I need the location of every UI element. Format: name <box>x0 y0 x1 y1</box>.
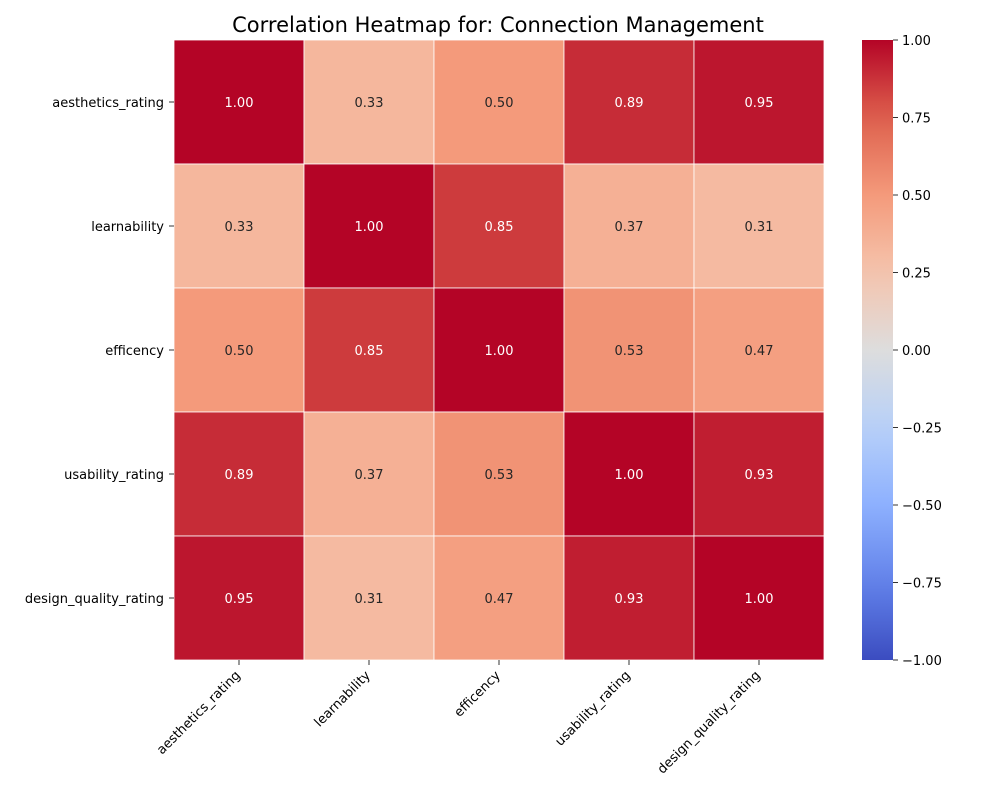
cell-value-label: 1.00 <box>615 468 644 483</box>
cell-value-label: 0.33 <box>355 96 384 111</box>
heatmap-cell <box>173 535 305 661</box>
y-axis: aesthetics_rating learnability efficency us… <box>25 96 174 607</box>
cell-value-label: 0.47 <box>745 344 774 359</box>
cell-value-label: 0.31 <box>355 592 384 607</box>
heatmap-cell <box>693 287 825 413</box>
heatmap-cell <box>563 287 695 413</box>
heatmap-cell <box>693 39 825 165</box>
cell-value-label: 0.95 <box>225 592 254 607</box>
heatmap-cell <box>433 287 565 413</box>
colorbar-tick-label: −0.50 <box>902 499 942 514</box>
cell-value-label: 1.00 <box>225 96 254 111</box>
x-axis: aesthetics_rating learnability efficency us… <box>154 660 764 777</box>
cell-value-label: 0.89 <box>615 96 644 111</box>
colorbar-tick-label: −0.25 <box>902 422 942 437</box>
heatmap-cell <box>303 411 435 537</box>
colorbar-tick-label: 0.25 <box>902 267 931 282</box>
cell-value-label: 0.31 <box>745 220 774 235</box>
heatmap-cell <box>563 411 695 537</box>
heatmap-cell <box>433 535 565 661</box>
heatmap-cell <box>433 163 565 289</box>
heatmap-cell <box>693 535 825 661</box>
colorbar-tick-label: −1.00 <box>902 654 942 669</box>
cell-value-label: 0.37 <box>355 468 384 483</box>
cell-value-label: 0.89 <box>225 468 254 483</box>
heatmap-cell <box>303 163 435 289</box>
cell-value-label: 1.00 <box>485 344 514 359</box>
cell-value-label: 0.85 <box>485 220 514 235</box>
heatmap-cell <box>303 39 435 165</box>
cell-value-label: 0.53 <box>485 468 514 483</box>
cell-value-label: 0.93 <box>615 592 644 607</box>
colorbar-tick-label: 1.00 <box>902 34 931 49</box>
heatmap-cells: 1.00 0.33 0.50 0.89 0.95 0.33 1.00 0.85 0.37 0.31… <box>173 39 825 661</box>
colorbar-tick-label: 0.75 <box>902 112 931 127</box>
chart-title: Correlation Heatmap for: Connection Mana… <box>232 13 764 37</box>
cell-value-label: 0.50 <box>225 344 254 359</box>
cell-value-label: 0.53 <box>615 344 644 359</box>
cell-value-label: 1.00 <box>745 592 774 607</box>
cell-value-label: 0.50 <box>485 96 514 111</box>
heatmap-cell <box>693 163 825 289</box>
x-tick-label: aesthetics_rating <box>154 668 244 758</box>
x-tick-label: learnability <box>312 668 374 730</box>
colorbar-gradient <box>862 40 893 660</box>
heatmap-cell <box>173 39 305 165</box>
heatmap-cell <box>173 163 305 289</box>
cell-value-label: 0.47 <box>485 592 514 607</box>
colorbar-tick-label: −0.75 <box>902 577 942 592</box>
y-tick-label: efficency <box>105 344 164 359</box>
cell-value-label: 0.85 <box>355 344 384 359</box>
y-tick-label: usability_rating <box>64 468 164 483</box>
heatmap-cell <box>563 39 695 165</box>
cell-value-label: 1.00 <box>355 220 384 235</box>
heatmap-cell <box>433 411 565 537</box>
colorbar-tick-label: 0.00 <box>902 344 931 359</box>
y-tick-label: design_quality_rating <box>25 592 164 607</box>
x-tick-label: efficency <box>452 668 504 720</box>
cell-value-label: 0.37 <box>615 220 644 235</box>
cell-value-label: 0.93 <box>745 468 774 483</box>
x-tick-label: design_quality_rating <box>655 668 764 777</box>
heatmap-cell <box>303 287 435 413</box>
heatmap-cell <box>693 411 825 537</box>
heatmap-cell <box>303 535 435 661</box>
y-tick-label: learnability <box>91 220 164 235</box>
cell-value-label: 0.95 <box>745 96 774 111</box>
x-tick-label: usability_rating <box>553 668 634 749</box>
y-tick-label: aesthetics_rating <box>52 96 164 111</box>
cell-value-label: 0.33 <box>225 220 254 235</box>
heatmap-cell <box>433 39 565 165</box>
colorbar-tick-label: 0.50 <box>902 189 931 204</box>
colorbar: 1.00 0.75 0.50 0.25 0.00 −0.25 −0.50 −0.75 −1.00 <box>862 34 942 669</box>
